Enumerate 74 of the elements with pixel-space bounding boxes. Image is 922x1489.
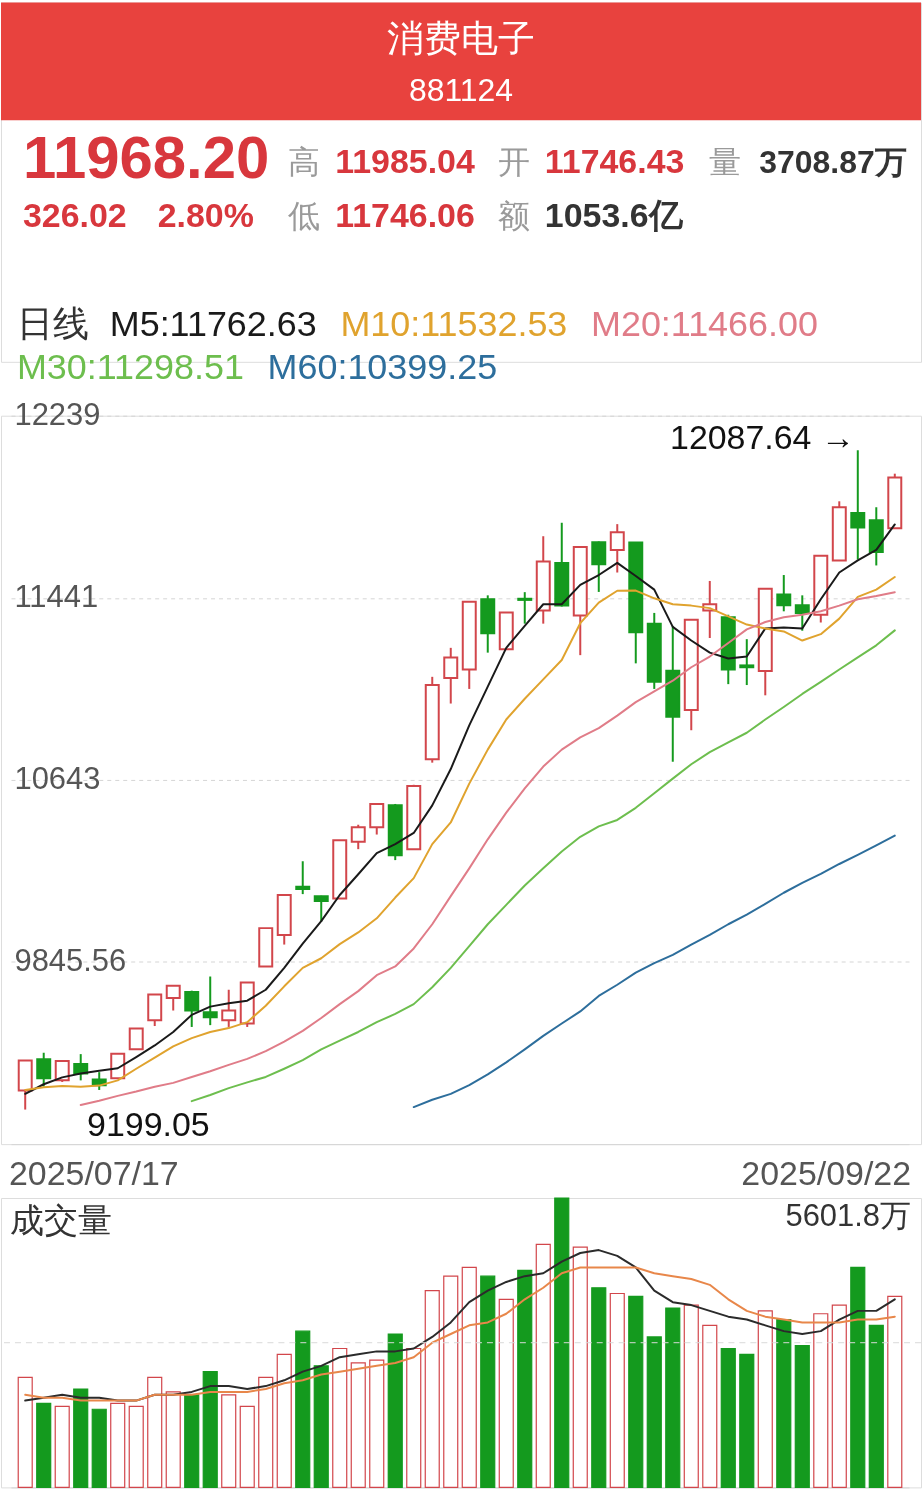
bar	[202, 1371, 218, 1488]
y-tick-label: 9845.56	[14, 943, 127, 979]
chart-title: 成交量	[9, 1200, 112, 1239]
candlestick	[184, 989, 200, 1028]
bar	[517, 1269, 533, 1488]
legend-title: 日线	[16, 302, 89, 344]
candlestick	[850, 449, 866, 561]
bar	[91, 1408, 107, 1488]
candlestick	[369, 802, 385, 836]
bar	[480, 1275, 496, 1488]
candlestick	[165, 984, 181, 1012]
candlestick	[128, 1027, 144, 1051]
text: M5:11762.63	[109, 302, 317, 344]
candlestick	[54, 1059, 70, 1083]
candlestick	[609, 523, 625, 574]
text: 326.02	[22, 196, 127, 235]
candlestick	[36, 1051, 52, 1088]
line-series	[190, 629, 896, 1103]
candlestick	[295, 860, 311, 896]
line-series	[412, 834, 896, 1109]
annotation: 12087.64 →	[670, 418, 855, 457]
text: 2025/09/22	[741, 1154, 912, 1193]
y-tick-label: 12239	[14, 397, 101, 433]
bar	[720, 1347, 736, 1488]
bar	[591, 1287, 607, 1488]
text: 11746.06	[335, 196, 475, 235]
y-tick-label: 10643	[14, 761, 101, 797]
text: M30:11298.51	[16, 345, 244, 387]
annotation: 5601.8万	[785, 1197, 912, 1233]
chart-title: 消费电子	[387, 17, 535, 59]
bar	[295, 1330, 311, 1488]
bar	[739, 1353, 755, 1488]
text: M60:10399.25	[267, 345, 498, 387]
text: 低	[288, 198, 321, 235]
candlestick	[443, 646, 459, 705]
candlestick	[591, 540, 607, 593]
bar	[776, 1318, 792, 1488]
y-tick-label: 11441	[14, 579, 99, 615]
bar	[646, 1336, 662, 1488]
bar	[628, 1295, 644, 1488]
candlestick	[202, 975, 218, 1027]
text: 额	[497, 198, 530, 235]
bar	[184, 1394, 200, 1488]
text: 11746.43	[544, 142, 685, 181]
text: 11968.20	[22, 124, 270, 192]
candlestick	[221, 988, 237, 1028]
bar	[73, 1388, 89, 1488]
text: 1053.6亿	[544, 196, 684, 235]
candlestick	[794, 594, 810, 632]
bar	[554, 1197, 570, 1488]
text: 量	[709, 144, 742, 181]
chart-subtitle: 881124	[408, 72, 514, 109]
bar	[794, 1345, 810, 1488]
candlestick	[517, 591, 533, 625]
text: M20:11466.00	[591, 302, 818, 344]
text: 开	[497, 144, 530, 181]
candlestick	[313, 894, 329, 923]
text: 2025/07/17	[8, 1154, 179, 1193]
bar	[665, 1307, 681, 1488]
bar	[850, 1266, 866, 1488]
bar	[868, 1324, 884, 1488]
candlestick	[73, 1053, 89, 1082]
bar	[36, 1402, 52, 1488]
candlestick	[776, 574, 792, 613]
candlestick	[739, 638, 755, 687]
text: 2.80%	[157, 196, 254, 235]
bar	[387, 1333, 403, 1488]
text: 高	[288, 144, 321, 181]
text: 3708.87万	[759, 144, 907, 181]
text: M10:11532.53	[340, 302, 568, 344]
text: 11985.04	[335, 142, 475, 181]
annotation: 9199.05	[87, 1104, 210, 1143]
candlestick	[350, 823, 366, 851]
bar	[313, 1365, 329, 1488]
